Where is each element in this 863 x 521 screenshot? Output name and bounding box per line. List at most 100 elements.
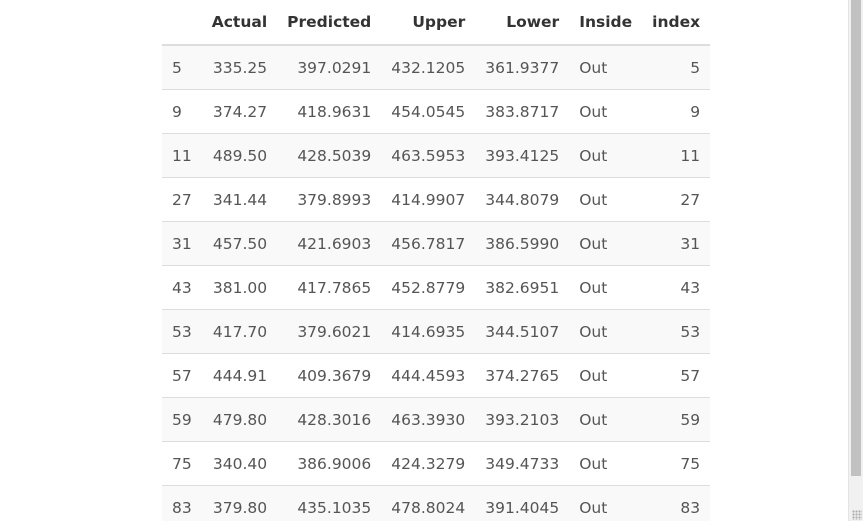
cell-inside: Out — [569, 45, 643, 90]
cell-lower: 393.4125 — [475, 133, 570, 178]
cell-upper: 414.9907 — [381, 177, 476, 222]
cell-actual: 417.70 — [201, 309, 278, 354]
cell-actual: 444.91 — [201, 353, 278, 398]
table-row: 59 479.80 428.3016 463.3930 393.2103 Out 59 — [162, 397, 711, 442]
cell-actual: 379.80 — [201, 485, 278, 521]
cell-lower: 344.8079 — [475, 177, 570, 222]
cell-lower: 349.4733 — [475, 441, 570, 486]
cell-upper: 456.7817 — [381, 221, 476, 266]
resize-grip-icon[interactable] — [852, 510, 862, 520]
cell-index: 31 — [642, 221, 711, 266]
table-row: 43 381.00 417.7865 452.8779 382.6951 Out 43 — [162, 265, 711, 310]
cell-lower: 344.5107 — [475, 309, 570, 354]
cell-rowname: 53 — [162, 309, 202, 354]
table-row: 57 444.91 409.3679 444.4593 374.2765 Out 57 — [162, 353, 711, 398]
cell-rowname: 59 — [162, 397, 202, 442]
cell-inside: Out — [569, 89, 643, 134]
cell-inside: Out — [569, 397, 643, 442]
cell-lower: 382.6951 — [475, 265, 570, 310]
column-header-upper[interactable]: Upper — [381, 0, 476, 46]
cell-index: 59 — [642, 397, 711, 442]
cell-index: 11 — [642, 133, 711, 178]
column-header-predicted[interactable]: Predicted — [277, 0, 382, 46]
cell-inside: Out — [569, 265, 643, 310]
cell-rowname: 31 — [162, 221, 202, 266]
cell-predicted: 428.3016 — [277, 397, 382, 442]
cell-inside: Out — [569, 177, 643, 222]
cell-actual: 374.27 — [201, 89, 278, 134]
scrollbar-thumb[interactable] — [851, 0, 861, 476]
cell-index: 83 — [642, 485, 711, 521]
cell-rowname: 9 — [162, 89, 202, 134]
cell-predicted: 417.7865 — [277, 265, 382, 310]
cell-index: 57 — [642, 353, 711, 398]
cell-predicted: 409.3679 — [277, 353, 382, 398]
table-header: Actual Predicted Upper Lower Inside inde… — [162, 0, 711, 46]
cell-inside: Out — [569, 309, 643, 354]
cell-inside: Out — [569, 133, 643, 178]
cell-lower: 386.5990 — [475, 221, 570, 266]
column-header-lower[interactable]: Lower — [475, 0, 570, 46]
cell-predicted: 418.9631 — [277, 89, 382, 134]
header-row: Actual Predicted Upper Lower Inside inde… — [162, 0, 711, 46]
column-header-inside[interactable]: Inside — [569, 0, 643, 46]
cell-rowname: 43 — [162, 265, 202, 310]
cell-predicted: 397.0291 — [277, 45, 382, 90]
cell-actual: 335.25 — [201, 45, 278, 90]
cell-lower: 383.8717 — [475, 89, 570, 134]
cell-upper: 463.3930 — [381, 397, 476, 442]
cell-rowname: 75 — [162, 441, 202, 486]
cell-rowname: 5 — [162, 45, 202, 90]
cell-upper: 454.0545 — [381, 89, 476, 134]
column-header-index[interactable]: index — [642, 0, 711, 46]
cell-rowname: 57 — [162, 353, 202, 398]
cell-index: 5 — [642, 45, 711, 90]
cell-upper: 444.4593 — [381, 353, 476, 398]
cell-actual: 340.40 — [201, 441, 278, 486]
table-body: 5 335.25 397.0291 432.1205 361.9377 Out 5 9 374.… — [162, 45, 711, 521]
cell-inside: Out — [569, 353, 643, 398]
cell-index: 27 — [642, 177, 711, 222]
vertical-scrollbar[interactable] — [848, 0, 863, 521]
cell-actual: 457.50 — [201, 221, 278, 266]
cell-predicted: 386.9006 — [277, 441, 382, 486]
cell-rowname: 83 — [162, 485, 202, 521]
cell-lower: 374.2765 — [475, 353, 570, 398]
table-row: 53 417.70 379.6021 414.6935 344.5107 Out 53 — [162, 309, 711, 354]
cell-predicted: 435.1035 — [277, 485, 382, 521]
cell-lower: 391.4045 — [475, 485, 570, 521]
cell-predicted: 428.5039 — [277, 133, 382, 178]
cell-lower: 361.9377 — [475, 45, 570, 90]
column-header-actual[interactable]: Actual — [201, 0, 278, 46]
cell-rowname: 27 — [162, 177, 202, 222]
cell-upper: 463.5953 — [381, 133, 476, 178]
cell-rowname: 11 — [162, 133, 202, 178]
table-row: 75 340.40 386.9006 424.3279 349.4733 Out 75 — [162, 441, 711, 486]
table-row: 11 489.50 428.5039 463.5953 393.4125 Out 11 — [162, 133, 711, 178]
cell-lower: 393.2103 — [475, 397, 570, 442]
table-row: 31 457.50 421.6903 456.7817 386.5990 Out 31 — [162, 221, 711, 266]
cell-actual: 479.80 — [201, 397, 278, 442]
column-header-rownames[interactable] — [162, 0, 202, 46]
cell-index: 75 — [642, 441, 711, 486]
cell-actual: 489.50 — [201, 133, 278, 178]
cell-inside: Out — [569, 221, 643, 266]
cell-actual: 381.00 — [201, 265, 278, 310]
table-row: 27 341.44 379.8993 414.9907 344.8079 Out 27 — [162, 177, 711, 222]
cell-index: 53 — [642, 309, 711, 354]
cell-inside: Out — [569, 485, 643, 521]
cell-predicted: 379.8993 — [277, 177, 382, 222]
cell-predicted: 421.6903 — [277, 221, 382, 266]
cell-actual: 341.44 — [201, 177, 278, 222]
table-row: 83 379.80 435.1035 478.8024 391.4045 Out 83 — [162, 485, 711, 521]
cell-upper: 424.3279 — [381, 441, 476, 486]
cell-inside: Out — [569, 441, 643, 486]
cell-index: 9 — [642, 89, 711, 134]
cell-upper: 452.8779 — [381, 265, 476, 310]
cell-upper: 432.1205 — [381, 45, 476, 90]
table-row: 5 335.25 397.0291 432.1205 361.9377 Out 5 — [162, 45, 711, 90]
cell-predicted: 379.6021 — [277, 309, 382, 354]
cell-index: 43 — [642, 265, 711, 310]
cell-upper: 478.8024 — [381, 485, 476, 521]
